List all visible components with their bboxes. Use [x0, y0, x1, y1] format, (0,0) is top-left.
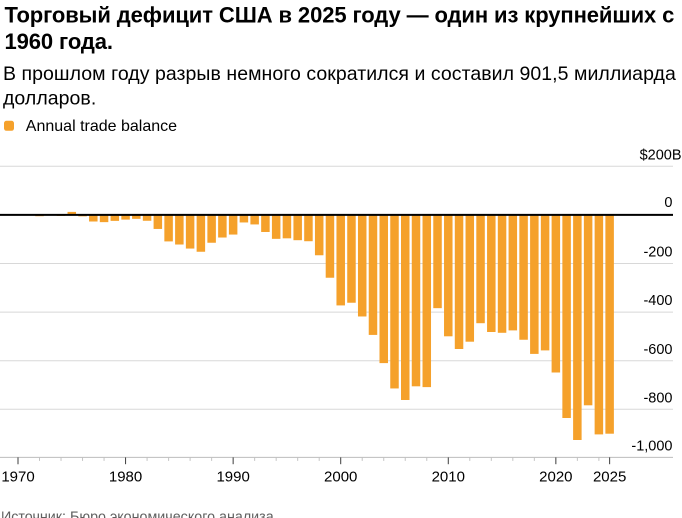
svg-text:2025: 2025	[593, 469, 626, 486]
svg-text:-600: -600	[643, 342, 672, 358]
svg-text:Annual trade balance: Annual trade balance	[26, 118, 177, 135]
svg-text:-200: -200	[643, 245, 672, 261]
svg-text:1960 года.: 1960 года.	[5, 29, 113, 54]
svg-text:Источник: Бюро экономического: Источник: Бюро экономического анализа	[1, 510, 274, 518]
svg-text:1990: 1990	[216, 469, 249, 486]
svg-text:В прошлом году разрыв немного: В прошлом году разрыв немного сократился…	[3, 63, 676, 85]
svg-text:2000: 2000	[324, 469, 357, 486]
svg-text:долларов.: долларов.	[3, 88, 96, 110]
svg-text:1980: 1980	[109, 469, 142, 486]
svg-text:-1,000: -1,000	[631, 438, 672, 454]
svg-text:Торговый дефицит США в 2025 го: Торговый дефицит США в 2025 году — один …	[5, 3, 675, 28]
svg-text:1970: 1970	[1, 469, 34, 486]
svg-text:2010: 2010	[432, 469, 465, 486]
svg-text:-800: -800	[643, 390, 672, 406]
svg-text:0: 0	[664, 195, 672, 211]
svg-text:2020: 2020	[539, 469, 572, 486]
svg-text:-400: -400	[643, 293, 672, 309]
svg-text:$200B: $200B	[640, 147, 682, 163]
